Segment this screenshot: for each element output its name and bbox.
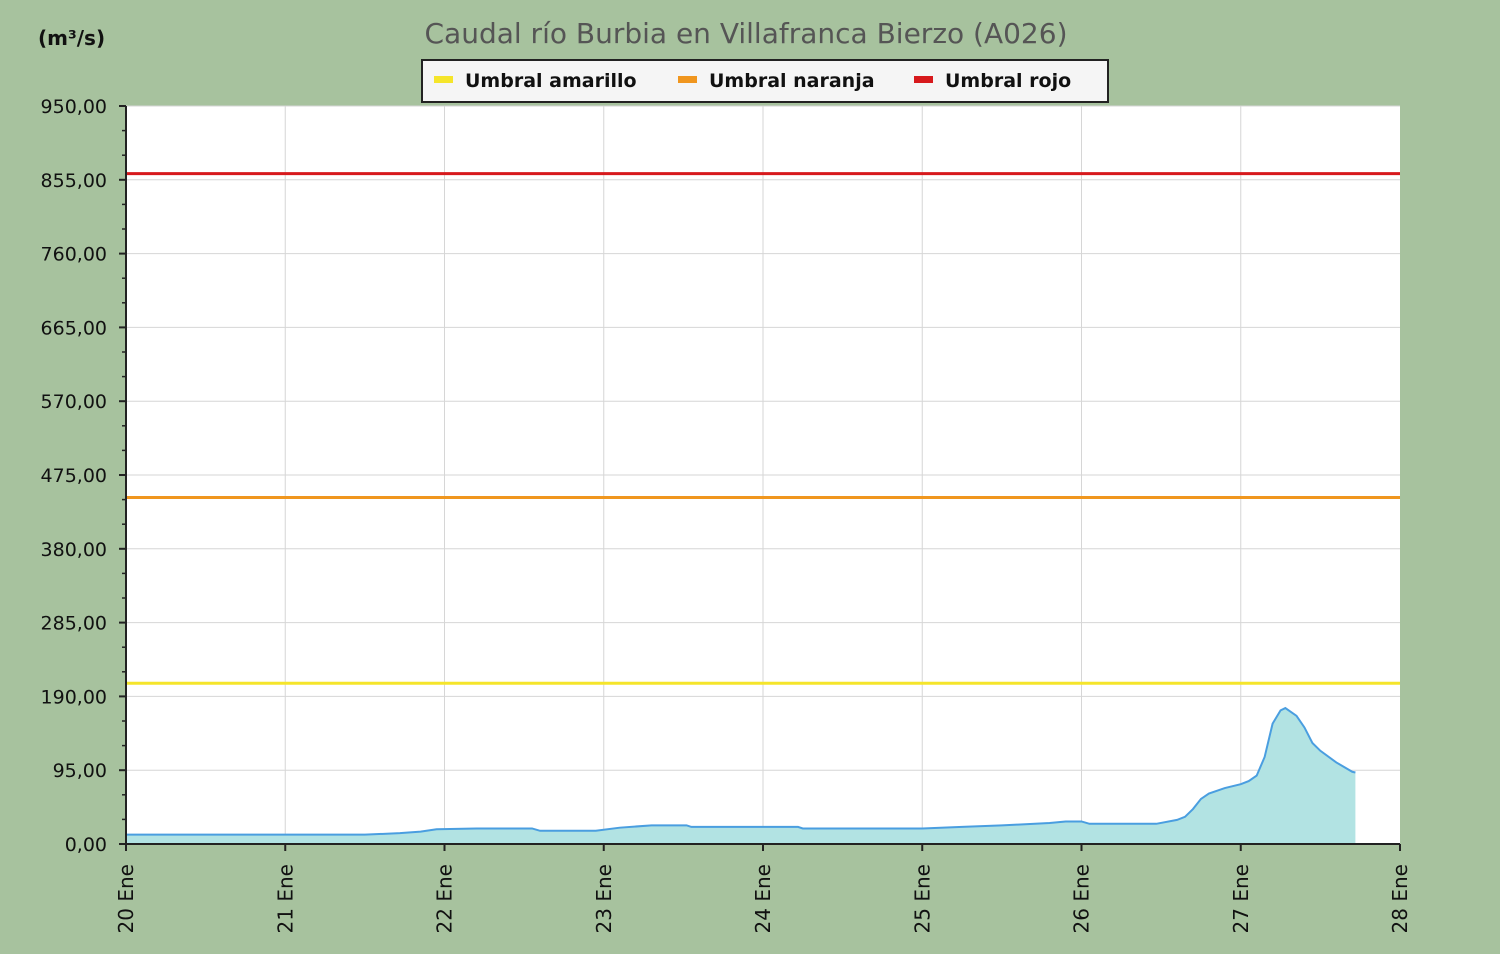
x-tick-label: 26 Ene (1070, 864, 1094, 933)
x-tick-label: 24 Ene (751, 864, 775, 933)
y-tick-label: 285,00 (41, 613, 107, 635)
legend-label: Umbral rojo (945, 70, 1071, 92)
y-tick-label: 190,00 (41, 686, 107, 708)
grid-lines (126, 105, 1400, 844)
y-tick-label: 665,00 (41, 317, 107, 339)
x-tick-label: 27 Ene (1229, 864, 1253, 933)
x-tick-label: 23 Ene (592, 864, 616, 933)
x-tick-label: 21 Ene (273, 864, 297, 933)
x-axis-ticks: 20 Ene 21 Ene 22 Ene 23 Ene 24 Ene 25 Ene 26 E… (114, 844, 1412, 933)
chart-legend: Umbral amarillo Umbral naranja Umbral rojo (421, 59, 1109, 103)
y-tick-label: 0,00 (65, 834, 107, 856)
legend-swatch (678, 76, 697, 83)
y-tick-label: 475,00 (41, 465, 107, 487)
legend-swatch (434, 76, 453, 83)
x-tick-label: 20 Ene (114, 864, 138, 933)
x-tick-label: 22 Ene (433, 864, 457, 933)
x-tick-label: 28 Ene (1388, 864, 1412, 933)
y-tick-label: 855,00 (41, 170, 107, 192)
legend-swatch (914, 76, 933, 83)
legend-label: Umbral naranja (709, 70, 875, 92)
series-area (126, 708, 1356, 844)
y-tick-label: 95,00 (53, 760, 107, 782)
chart-title: Caudal río Burbia en Villafranca Bierzo … (424, 17, 1067, 50)
y-tick-label: 760,00 (41, 244, 107, 266)
series-group (126, 706, 1356, 844)
y-axis-unit-label: (m³/s) (38, 26, 105, 50)
y-axis-ticks: 0,00 95,00 190,00 285,00 380,00 475,00 570,00 6… (41, 96, 126, 856)
y-tick-label: 570,00 (41, 391, 107, 413)
series-line (126, 706, 1356, 836)
y-tick-label: 380,00 (41, 539, 107, 561)
legend-label: Umbral amarillo (465, 70, 637, 92)
y-tick-label: 950,00 (41, 96, 107, 118)
legend-box (421, 59, 1109, 103)
x-tick-label: 25 Ene (910, 864, 934, 933)
threshold-lines (126, 172, 1400, 685)
